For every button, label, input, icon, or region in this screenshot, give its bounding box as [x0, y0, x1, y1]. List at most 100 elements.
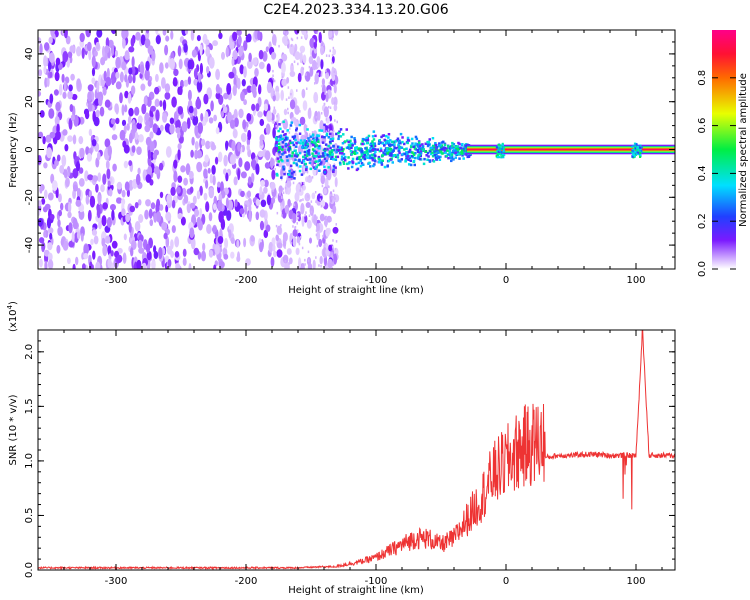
- spectrogram-cell: [309, 66, 314, 77]
- spectrogram-cell: [315, 165, 318, 169]
- spectrogram-cell: [332, 239, 334, 242]
- spectrogram-cell: [325, 216, 328, 219]
- spectrogram-cell: [279, 127, 282, 131]
- spectrogram-cell: [49, 71, 53, 78]
- spectrogram-cell: [435, 146, 439, 149]
- spectrogram-cell: [387, 140, 390, 143]
- spectrogram-cell: [321, 78, 325, 86]
- y-tick-label: -20: [24, 189, 35, 205]
- spectrogram-cell: [442, 140, 445, 144]
- spectrogram-cell: [328, 82, 331, 85]
- spectrogram-cell: [287, 38, 289, 42]
- spectrogram-cell: [119, 129, 126, 141]
- spectrogram-cell: [282, 151, 285, 155]
- spectrogram-cell: [305, 168, 308, 171]
- spectrogram-cell: [295, 163, 299, 167]
- spectrogram-cell: [337, 135, 341, 138]
- spectrogram-cell: [373, 153, 376, 156]
- spectrogram-cell: [309, 205, 314, 217]
- spectrogram-cell: [503, 154, 506, 157]
- spectrogram-cell: [288, 96, 290, 99]
- spectrogram-cell: [305, 73, 307, 76]
- spectrogram-cell: [271, 34, 277, 46]
- spectrogram-cell: [274, 168, 276, 171]
- spectrogram-cell: [145, 243, 151, 254]
- spectrogram-cell: [276, 225, 282, 235]
- spectrogram-cell: [364, 147, 367, 150]
- spectrogram-cell: [386, 165, 389, 168]
- spectrogram-cell: [270, 157, 274, 169]
- spectrogram-cell: [372, 144, 375, 147]
- spectrogram-cell: [264, 179, 269, 188]
- spectrogram-cell: [318, 147, 321, 150]
- spectrogram-cell: [38, 200, 42, 207]
- spectrogram-cell: [305, 211, 307, 214]
- spectrogram-cell: [73, 184, 78, 192]
- spectrogram-cell: [96, 81, 100, 93]
- spectrogram-cell: [409, 145, 413, 149]
- spectrogram-cell: [332, 246, 334, 249]
- spectrogram-cell: [144, 112, 150, 122]
- spectrogram-cell: [309, 151, 311, 154]
- colorbar-tick-label: 0.6: [697, 118, 708, 134]
- spectrogram-cell: [68, 240, 75, 248]
- spectrogram-cell: [196, 35, 201, 42]
- spectrogram-cell: [234, 199, 238, 208]
- spectrogram-cell: [257, 150, 264, 158]
- spectrogram-cell: [294, 30, 300, 35]
- spectrogram-cell: [364, 139, 368, 142]
- spectrogram-cell: [274, 43, 277, 46]
- spectrogram-cell: [341, 142, 345, 145]
- spectrogram-cell: [418, 153, 421, 156]
- spectrogram-cell: [282, 203, 284, 206]
- y-tick-label: 1.0: [24, 453, 35, 469]
- spectrogram-cell: [316, 62, 318, 66]
- spectrogram-cell: [177, 106, 184, 115]
- spectrogram-cell: [396, 153, 400, 157]
- spectrogram-cell: [39, 43, 43, 55]
- spectrogram-cell: [323, 219, 328, 227]
- spectrogram-cell: [353, 138, 357, 142]
- spectrogram-cell: [174, 251, 180, 258]
- spectrogram-cell: [127, 74, 133, 84]
- spectrogram-cell: [321, 141, 325, 144]
- snr-y-label: SNR (10 * v/v): [8, 394, 19, 465]
- spectrogram-cell: [108, 188, 113, 197]
- spectrogram-cell: [435, 143, 438, 147]
- spectrogram-cell: [327, 128, 330, 132]
- spectrogram-cell: [105, 76, 112, 87]
- spectrogram-cell: [262, 51, 268, 62]
- spectrogram-cell: [238, 47, 244, 57]
- spectrogram-cell: [83, 253, 89, 260]
- spectrogram-cell: [296, 222, 298, 225]
- spectrogram-cell: [500, 151, 503, 153]
- spectrogram-cell: [321, 259, 323, 262]
- spectrogram-cell: [385, 150, 388, 154]
- spectrogram-cell: [272, 93, 275, 96]
- spectrogram-cell: [433, 152, 436, 155]
- spectrogram-cell: [265, 224, 271, 232]
- spectrogram-cell: [67, 51, 73, 59]
- spectrogram-cell: [48, 108, 55, 119]
- spectrogram-cell: [331, 197, 333, 200]
- spectrogram-cell: [155, 109, 160, 122]
- spectrogram-cell: [302, 198, 304, 201]
- spectrogram-cell: [437, 149, 440, 152]
- spectrogram-cell: [329, 193, 332, 197]
- spectrogram-cell: [275, 139, 278, 142]
- spectrogram-cell: [355, 146, 358, 149]
- spectrogram-cell: [208, 187, 215, 199]
- spectrogram-cell: [448, 147, 452, 151]
- spectrogram-cell: [295, 183, 301, 194]
- spectrogram-cell: [181, 187, 187, 197]
- spectrogram-cell: [316, 31, 319, 35]
- spectrogram-cell: [294, 173, 297, 176]
- spectrogram-cell: [225, 197, 229, 209]
- spectrogram-cell: [276, 174, 279, 177]
- spectrogram-cell: [325, 69, 327, 72]
- spectrogram-cell: [397, 147, 401, 150]
- spectrogram-cell: [91, 77, 96, 84]
- spectrogram-cell: [371, 157, 374, 160]
- x-tick-label: 100: [626, 576, 645, 587]
- spectrogram-cell: [190, 30, 195, 41]
